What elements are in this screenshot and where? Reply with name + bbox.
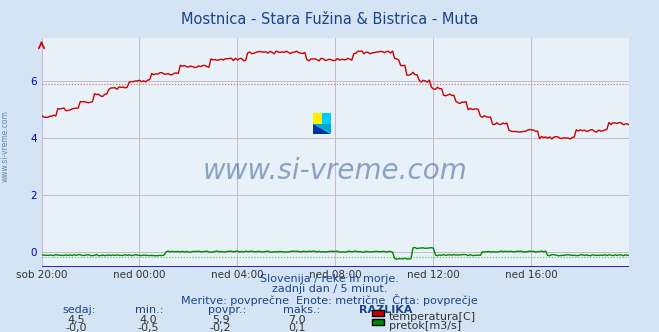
Text: maks.:: maks.: xyxy=(283,305,321,315)
Text: 7,0: 7,0 xyxy=(288,315,305,325)
Text: 4,0: 4,0 xyxy=(140,315,157,325)
Text: zadnji dan / 5 minut.: zadnji dan / 5 minut. xyxy=(272,284,387,294)
Polygon shape xyxy=(313,124,331,134)
Text: pretok[m3/s]: pretok[m3/s] xyxy=(389,321,461,331)
Text: Mostnica - Stara Fužina & Bistrica - Muta: Mostnica - Stara Fužina & Bistrica - Mut… xyxy=(181,12,478,27)
Text: 5,9: 5,9 xyxy=(212,315,229,325)
Text: RAZLIKA: RAZLIKA xyxy=(359,305,413,315)
Text: sedaj:: sedaj: xyxy=(63,305,96,315)
Text: Meritve: povprečne  Enote: metrične  Črta: povprečje: Meritve: povprečne Enote: metrične Črta:… xyxy=(181,294,478,306)
Text: -0,5: -0,5 xyxy=(138,323,159,332)
Text: www.si-vreme.com: www.si-vreme.com xyxy=(203,157,468,185)
Text: -0,0: -0,0 xyxy=(65,323,86,332)
Text: min.:: min.: xyxy=(135,305,163,315)
Bar xyxy=(313,113,322,124)
Text: Slovenija / reke in morje.: Slovenija / reke in morje. xyxy=(260,274,399,284)
Text: -0,2: -0,2 xyxy=(210,323,231,332)
Text: temperatura[C]: temperatura[C] xyxy=(389,312,476,322)
Polygon shape xyxy=(313,124,331,134)
Text: 4,5: 4,5 xyxy=(67,315,84,325)
Text: www.si-vreme.com: www.si-vreme.com xyxy=(1,110,10,182)
Text: povpr.:: povpr.: xyxy=(208,305,246,315)
Text: 0,1: 0,1 xyxy=(288,323,305,332)
Bar xyxy=(322,113,331,124)
